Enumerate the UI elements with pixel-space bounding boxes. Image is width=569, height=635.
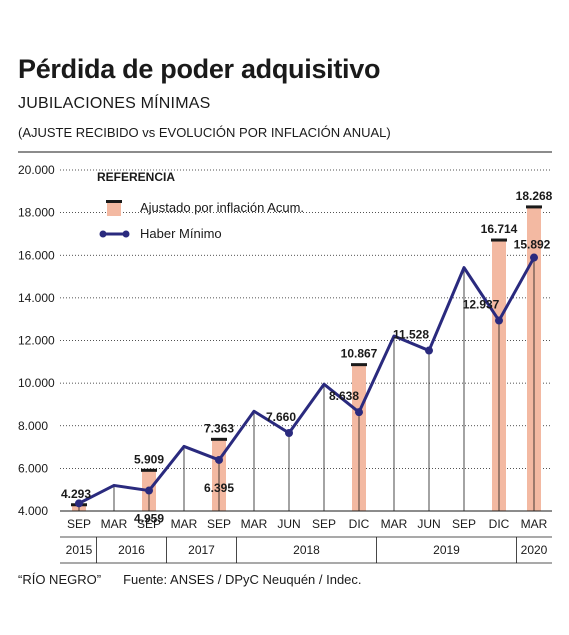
series-line-haber-minimo xyxy=(78,256,536,505)
legend-bar-label: Ajustado por inflación Acum. xyxy=(140,200,304,215)
y-tick-label: 20.000 xyxy=(18,163,55,177)
x-tick-label: SEP xyxy=(452,517,476,531)
footer: “RÍO NEGRO” Fuente: ANSES / DPyC Neuquén … xyxy=(18,572,362,587)
bar-cap xyxy=(141,468,157,472)
x-tick-label: SEP xyxy=(137,517,161,531)
y-tick-label: 14.000 xyxy=(18,291,55,305)
legend-line-marker-left xyxy=(99,230,107,238)
bar-value-label: 4.293 xyxy=(61,487,91,501)
line-point xyxy=(425,346,433,355)
y-tick-label: 8.000 xyxy=(18,419,48,433)
x-tick-label: DIC xyxy=(489,517,510,531)
legend-line-marker-right xyxy=(122,230,130,238)
line-value-label: 11.528 xyxy=(393,328,429,342)
x-tick-label: SEP xyxy=(67,517,91,531)
bar-cap xyxy=(526,205,542,209)
line-value-label: 12.937 xyxy=(463,298,500,312)
year-label: 2019 xyxy=(433,543,460,557)
year-label: 2015 xyxy=(66,543,93,557)
y-tick-label: 18.000 xyxy=(18,206,55,220)
bar-value-label: 5.909 xyxy=(134,452,164,466)
line-point xyxy=(495,316,503,325)
bar-value-label: 7.363 xyxy=(204,421,234,435)
chart-subtitle-detail: (AJUSTE RECIBIDO vs EVOLUCIÓN POR INFLAC… xyxy=(18,125,391,140)
line-point xyxy=(75,499,83,508)
line-point xyxy=(215,455,223,464)
legend-bar-cap xyxy=(106,200,122,203)
line-point xyxy=(530,253,538,262)
x-tick-label: MAR xyxy=(101,517,128,531)
x-tick-label: DIC xyxy=(349,517,370,531)
bar-cap xyxy=(211,437,227,441)
legend: REFERENCIA Ajustado por inflación Acum. … xyxy=(97,170,304,241)
bar-cap xyxy=(491,238,507,242)
year-label: 2016 xyxy=(118,543,145,557)
x-tick-label: MAR xyxy=(521,517,548,531)
x-tick-label: JUN xyxy=(417,517,440,531)
line-point xyxy=(355,408,363,417)
legend-line-label: Haber Mínimo xyxy=(140,226,222,241)
line-value-label: 15.892 xyxy=(514,238,551,252)
x-tick-label: JUN xyxy=(277,517,300,531)
x-tick-label: MAR xyxy=(241,517,268,531)
bar-value-label: 16.714 xyxy=(481,222,518,236)
chart-title: Pérdida de poder adquisitivo xyxy=(18,54,381,84)
y-tick-label: 10.000 xyxy=(18,376,55,390)
bar-value-label: 10.867 xyxy=(341,347,378,361)
line-point xyxy=(145,486,153,495)
y-tick-label: 12.000 xyxy=(18,334,55,348)
y-tick-label: 6.000 xyxy=(18,461,48,475)
bar-cap xyxy=(351,363,367,367)
legend-bar-swatch xyxy=(107,202,121,216)
footer-source: Fuente: ANSES / DPyC Neuquén / Indec. xyxy=(123,572,362,587)
line-value-label: 6.395 xyxy=(204,481,234,495)
line-value-label: 4.959 xyxy=(134,512,164,526)
legend-title: REFERENCIA xyxy=(97,170,175,184)
line-point xyxy=(285,428,293,437)
line-value-label: 8.638 xyxy=(329,389,359,403)
year-label: 2020 xyxy=(521,543,548,557)
bar-value-label: 18.268 xyxy=(516,189,553,203)
x-tick-label: SEP xyxy=(312,517,336,531)
chart-subtitle: JUBILACIONES MÍNIMAS xyxy=(18,95,211,112)
line-value-label: 7.660 xyxy=(266,410,296,424)
x-tick-label: SEP xyxy=(207,517,231,531)
year-label: 2017 xyxy=(188,543,215,557)
y-tick-label: 4.000 xyxy=(18,504,48,518)
year-label: 2018 xyxy=(293,543,320,557)
x-tick-label: MAR xyxy=(381,517,408,531)
y-tick-label: 16.000 xyxy=(18,248,55,262)
footer-credit: “RÍO NEGRO” xyxy=(18,572,102,587)
x-tick-label: MAR xyxy=(171,517,198,531)
